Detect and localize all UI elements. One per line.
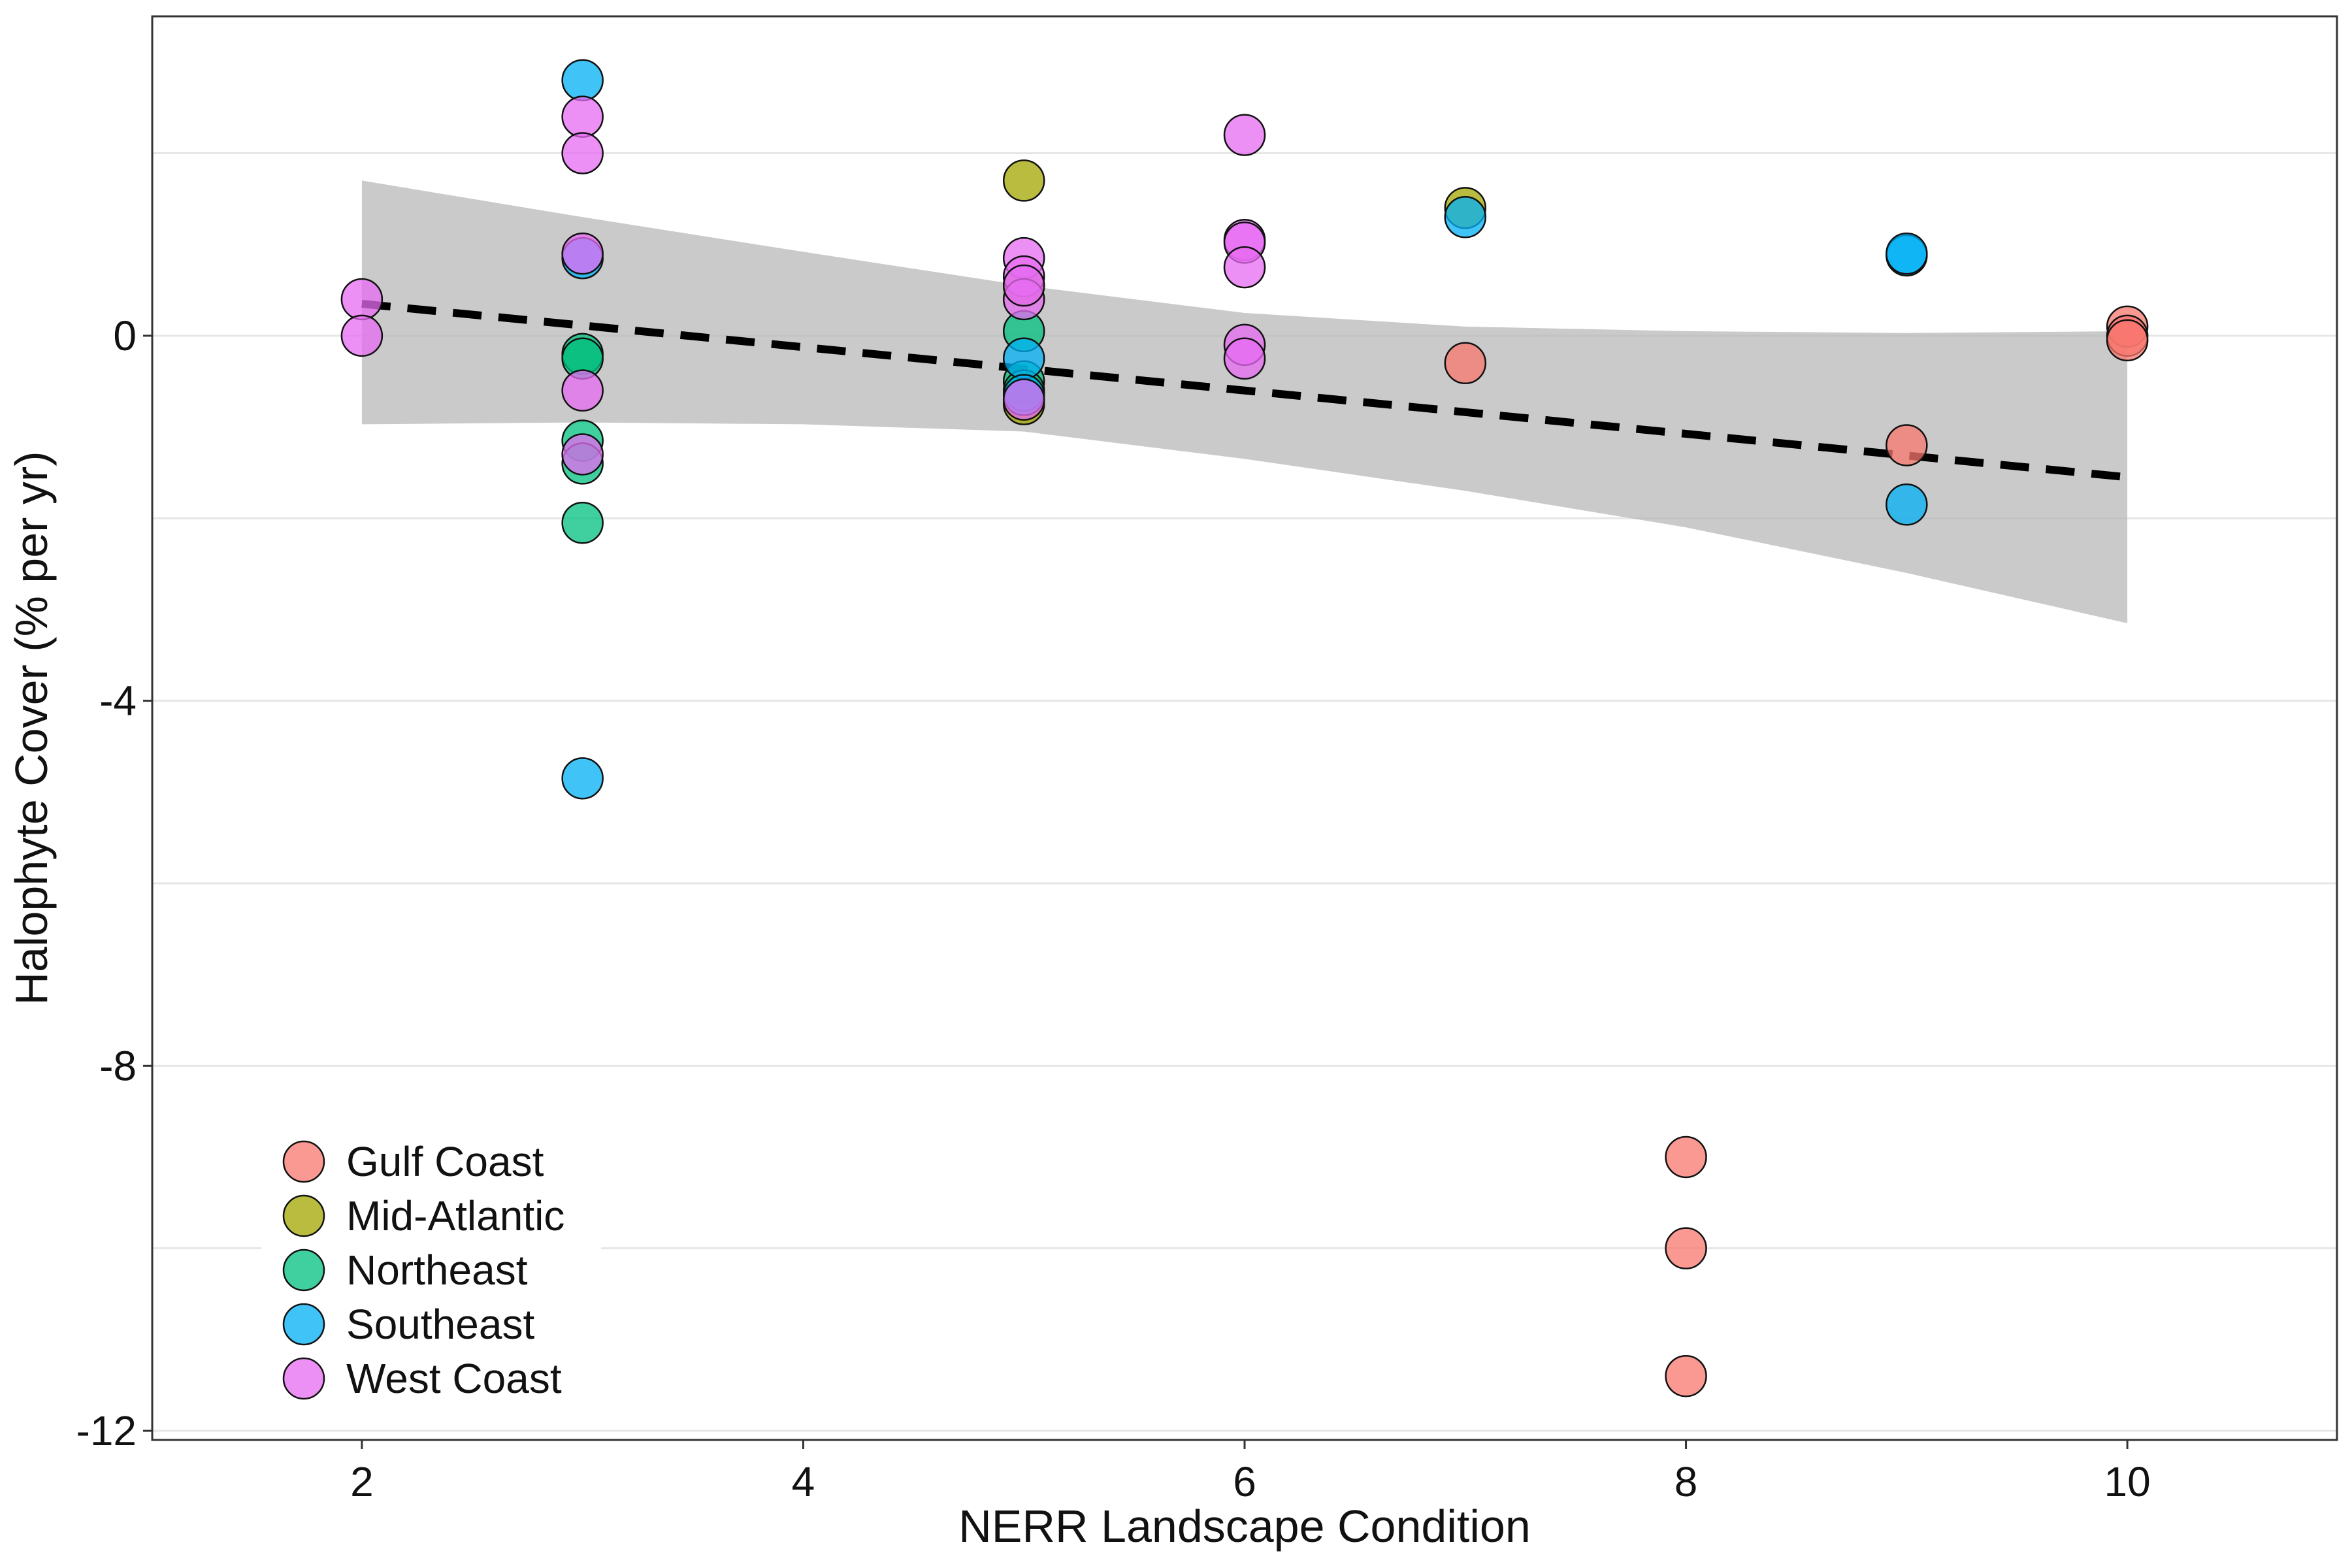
- data-point: [1886, 232, 1928, 275]
- data-point: [561, 132, 604, 174]
- x-tick-label: 6: [1233, 1458, 1256, 1505]
- data-point: [561, 95, 604, 138]
- trend-line-layer: [361, 300, 2128, 482]
- data-point: [1665, 1227, 1707, 1269]
- data-point: [1886, 483, 1928, 526]
- data-point: [1223, 246, 1266, 289]
- x-axis-title: NERR Landscape Condition: [958, 1501, 1531, 1552]
- data-point: [1002, 264, 1045, 307]
- data-point: [561, 433, 604, 476]
- data-point: [1665, 1354, 1707, 1397]
- data-point: [1444, 196, 1487, 238]
- legend-label: Northeast: [346, 1247, 528, 1294]
- x-tick-label: 2: [350, 1458, 374, 1505]
- data-point: [1444, 342, 1487, 385]
- data-point: [1665, 1135, 1707, 1179]
- y-axis-title: Halophyte Cover (% per yr): [6, 451, 57, 1005]
- legend-label: West Coast: [346, 1355, 562, 1402]
- data-point: [1002, 159, 1045, 202]
- legend-label: Southeast: [346, 1301, 534, 1348]
- y-tick-label: -4: [99, 678, 137, 725]
- data-point: [2106, 319, 2149, 362]
- x-tick-label: 8: [1674, 1458, 1698, 1505]
- legend-label: Gulf Coast: [346, 1138, 544, 1185]
- data-point: [561, 757, 604, 800]
- axis-ticks: 2 4 6 8 10 0 -4 -8 -12: [76, 312, 2151, 1505]
- y-tick-label: -8: [99, 1042, 137, 1089]
- data-point: [561, 59, 604, 102]
- data-point: [561, 369, 604, 412]
- legend-swatch: [282, 1357, 325, 1400]
- trend-line: [361, 300, 2128, 482]
- data-point: [1223, 114, 1266, 156]
- data-point: [561, 501, 604, 544]
- legend-swatch: [282, 1303, 325, 1346]
- y-tick-label: 0: [113, 312, 137, 359]
- x-tick-label: 4: [792, 1458, 815, 1505]
- legend-label: Mid-Atlantic: [346, 1192, 564, 1239]
- legend-swatch: [282, 1194, 325, 1237]
- data-point: [1886, 424, 1928, 466]
- data-point: [1002, 378, 1045, 421]
- legend-swatch: [282, 1249, 325, 1292]
- confidence-band-layer: [361, 180, 2128, 623]
- data-point: [561, 232, 604, 275]
- data-point: [340, 278, 384, 321]
- confidence-band: [361, 180, 2128, 623]
- y-tick-label: -12: [76, 1407, 137, 1454]
- x-tick-label: 10: [2104, 1458, 2151, 1505]
- legend-swatch: [282, 1140, 325, 1183]
- data-points: [340, 59, 2149, 1397]
- data-point: [1002, 337, 1045, 380]
- legend: Gulf Coast Mid-Atlantic Northeast Southeast…: [261, 1111, 601, 1411]
- data-point: [340, 314, 384, 357]
- data-point: [1223, 337, 1266, 380]
